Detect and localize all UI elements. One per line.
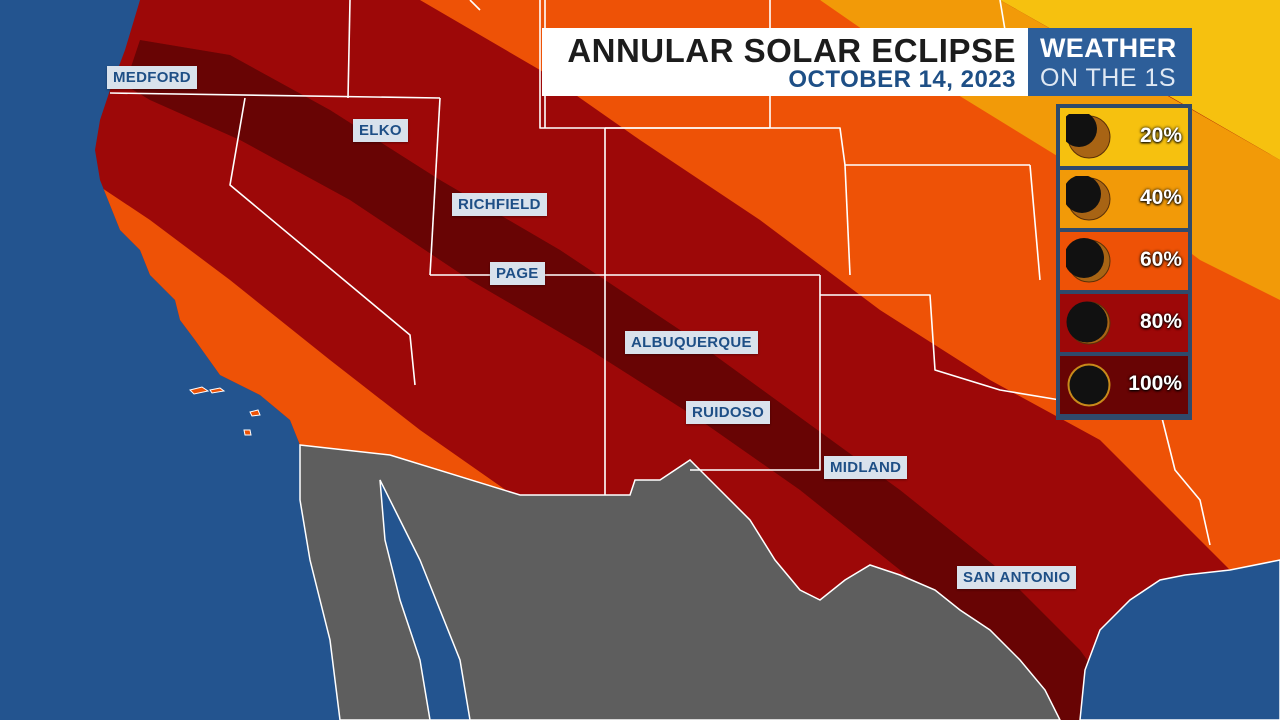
legend-row-40: 40%	[1060, 170, 1188, 228]
legend-label-100: 100%	[1128, 372, 1182, 395]
legend-row-20: 20%	[1060, 108, 1188, 166]
legend-label-40: 40%	[1139, 186, 1182, 209]
gulf-of-california	[379, 479, 471, 720]
city-label-ruidoso: RUIDOSO	[686, 401, 771, 424]
city-label-richfield: RICHFIELD	[452, 193, 547, 216]
legend-label-20: 20%	[1139, 124, 1182, 147]
title-panel: ANNULAR SOLAR ECLIPSE OCTOBER 14, 2023	[542, 28, 1028, 96]
legend-row-100: 100%	[1060, 356, 1188, 414]
city-label-page: PAGE	[490, 262, 545, 285]
city-label-elko: ELKO	[353, 119, 408, 142]
band-20	[1000, 0, 1280, 160]
brand-logo: WEATHER ON THE 1S	[1028, 28, 1192, 96]
gulf-of-mexico	[1079, 559, 1280, 720]
map-title: ANNULAR SOLAR ECLIPSE	[567, 32, 1016, 69]
path-of-annularity	[125, 40, 1130, 720]
map-date: OCTOBER 14, 2023	[788, 66, 1016, 93]
brand-line-1: WEATHER	[1040, 33, 1177, 63]
legend-row-80: 80%	[1060, 294, 1188, 352]
city-label-san-antonio: SAN ANTONIO	[957, 566, 1077, 589]
city-label-midland: MIDLAND	[824, 456, 908, 479]
legend-row-60: 60%	[1060, 232, 1188, 290]
eclipse-100-icon	[1067, 363, 1111, 407]
city-label-medford: MEDFORD	[107, 66, 197, 89]
eclipse-60-icon	[1066, 238, 1111, 283]
city-label-albuquerque: ALBUQUERQUE	[625, 331, 758, 354]
channel-islands	[189, 386, 261, 436]
obscuration-legend: 20% 40% 60% 80%	[1056, 104, 1192, 420]
eclipse-80-icon	[1066, 301, 1111, 345]
eclipse-20-icon	[1066, 114, 1111, 159]
eclipse-40-icon	[1066, 176, 1111, 221]
brand-line-2: ON THE 1S	[1040, 64, 1177, 92]
mexico-landmass	[299, 444, 1061, 720]
legend-label-80: 80%	[1139, 310, 1182, 333]
legend-label-60: 60%	[1139, 248, 1182, 271]
